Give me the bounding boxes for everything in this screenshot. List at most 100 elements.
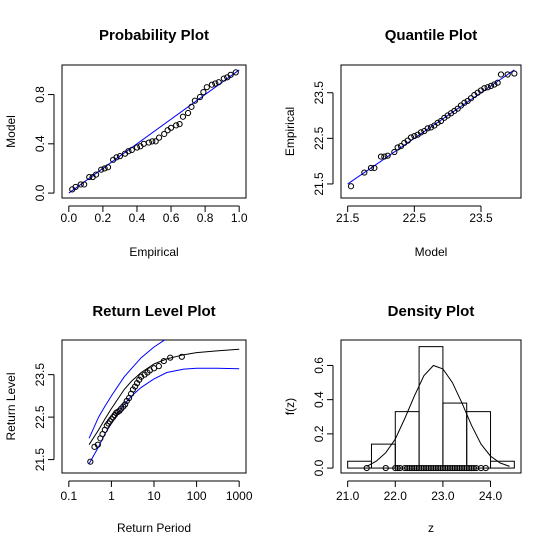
x-tick-label: 1.0 bbox=[231, 211, 248, 225]
data-point bbox=[391, 148, 398, 156]
plot-area bbox=[347, 346, 515, 472]
data-point bbox=[454, 105, 461, 112]
x-axis-label: Model bbox=[415, 245, 448, 259]
data-point bbox=[481, 85, 488, 92]
data-point bbox=[104, 164, 112, 171]
rug-point bbox=[482, 464, 489, 472]
plot-frame bbox=[340, 64, 522, 199]
data-point bbox=[191, 97, 198, 104]
data-point bbox=[132, 383, 139, 390]
data-point bbox=[125, 148, 132, 155]
reference-line bbox=[347, 69, 515, 185]
histogram-bar bbox=[394, 411, 420, 469]
data-point bbox=[371, 164, 378, 172]
data-point bbox=[77, 181, 84, 188]
data-point bbox=[179, 113, 187, 120]
data-point bbox=[377, 153, 385, 160]
data-point bbox=[491, 81, 498, 88]
x-tick-label: 22.0 bbox=[384, 489, 408, 503]
y-tick-label: 0.0 bbox=[312, 459, 326, 476]
x-axis-label: Empirical bbox=[129, 245, 178, 259]
y-tick-label: 0.6 bbox=[312, 357, 326, 374]
x-tick-label: 23.0 bbox=[431, 489, 455, 503]
data-point bbox=[504, 71, 511, 78]
data-point bbox=[72, 183, 79, 191]
data-point bbox=[200, 88, 207, 96]
x-tick-label: 1 bbox=[108, 489, 115, 503]
data-point bbox=[407, 134, 415, 141]
y-tick-label: 21.5 bbox=[33, 448, 47, 472]
data-point bbox=[94, 441, 101, 448]
data-point bbox=[467, 95, 475, 102]
chart-title: Quantile Plot bbox=[385, 27, 478, 44]
data-point bbox=[128, 146, 135, 154]
data-point bbox=[122, 401, 129, 408]
rug-point bbox=[394, 464, 401, 472]
data-point bbox=[133, 144, 141, 151]
data-point bbox=[98, 166, 105, 173]
data-point bbox=[167, 124, 175, 131]
data-point bbox=[149, 138, 156, 145]
series-line-0 bbox=[88, 348, 240, 445]
data-point bbox=[176, 121, 183, 128]
y-tick-label: 23.5 bbox=[312, 81, 326, 105]
data-point bbox=[184, 109, 192, 117]
x-tick-label: 0.2 bbox=[95, 211, 112, 225]
data-point bbox=[152, 138, 159, 145]
data-point bbox=[196, 93, 204, 101]
x-tick-label: 21.5 bbox=[336, 211, 360, 225]
plot-area bbox=[87, 340, 240, 465]
density-curve bbox=[366, 364, 510, 467]
data-point bbox=[381, 153, 388, 160]
y-tick-label: 21.5 bbox=[312, 172, 326, 196]
x-tick-label: 0.0 bbox=[60, 211, 77, 225]
data-point bbox=[437, 117, 445, 125]
data-point bbox=[113, 154, 120, 161]
panel-2 bbox=[48, 339, 247, 487]
data-point bbox=[160, 357, 167, 365]
panel-1 bbox=[327, 64, 522, 212]
data-point bbox=[215, 79, 222, 86]
data-point bbox=[87, 458, 94, 465]
panel-3 bbox=[327, 339, 522, 487]
plot-area bbox=[68, 69, 240, 194]
chart-title: Density Plot bbox=[388, 303, 475, 320]
data-point bbox=[155, 363, 162, 370]
data-point bbox=[116, 153, 124, 160]
data-point bbox=[434, 119, 441, 126]
y-tick-label: 0.8 bbox=[33, 86, 47, 103]
plot-frame bbox=[340, 339, 522, 474]
x-tick-label: 22.5 bbox=[403, 211, 427, 225]
data-point bbox=[167, 354, 174, 361]
x-axis-label: Return Period bbox=[117, 521, 191, 535]
data-point bbox=[227, 71, 234, 78]
data-point bbox=[208, 81, 216, 88]
data-point bbox=[461, 99, 468, 106]
data-point bbox=[424, 125, 431, 132]
y-axis-label: f(z) bbox=[283, 398, 297, 415]
x-tick-label: 21.0 bbox=[336, 489, 360, 503]
data-point bbox=[484, 84, 491, 91]
data-point bbox=[404, 137, 411, 144]
histogram-bar bbox=[442, 402, 468, 469]
data-point bbox=[220, 75, 227, 82]
data-point bbox=[188, 103, 195, 110]
x-tick-label: 24.0 bbox=[479, 489, 503, 503]
y-tick-label: 22.5 bbox=[33, 405, 47, 429]
y-tick-label: 23.5 bbox=[33, 363, 47, 387]
data-point bbox=[212, 80, 219, 87]
data-point bbox=[487, 82, 495, 89]
histogram-bar bbox=[418, 346, 444, 469]
data-point bbox=[411, 132, 418, 140]
data-point bbox=[367, 164, 375, 172]
rug-point bbox=[363, 464, 370, 472]
series-line-2 bbox=[88, 340, 166, 439]
data-point bbox=[384, 152, 391, 159]
data-point bbox=[81, 181, 88, 188]
chart-title: Return Level Plot bbox=[92, 303, 215, 320]
y-tick-label: 22.5 bbox=[312, 126, 326, 150]
series-line-1 bbox=[88, 367, 240, 465]
histogram-bar bbox=[490, 460, 515, 469]
data-point bbox=[497, 71, 505, 78]
